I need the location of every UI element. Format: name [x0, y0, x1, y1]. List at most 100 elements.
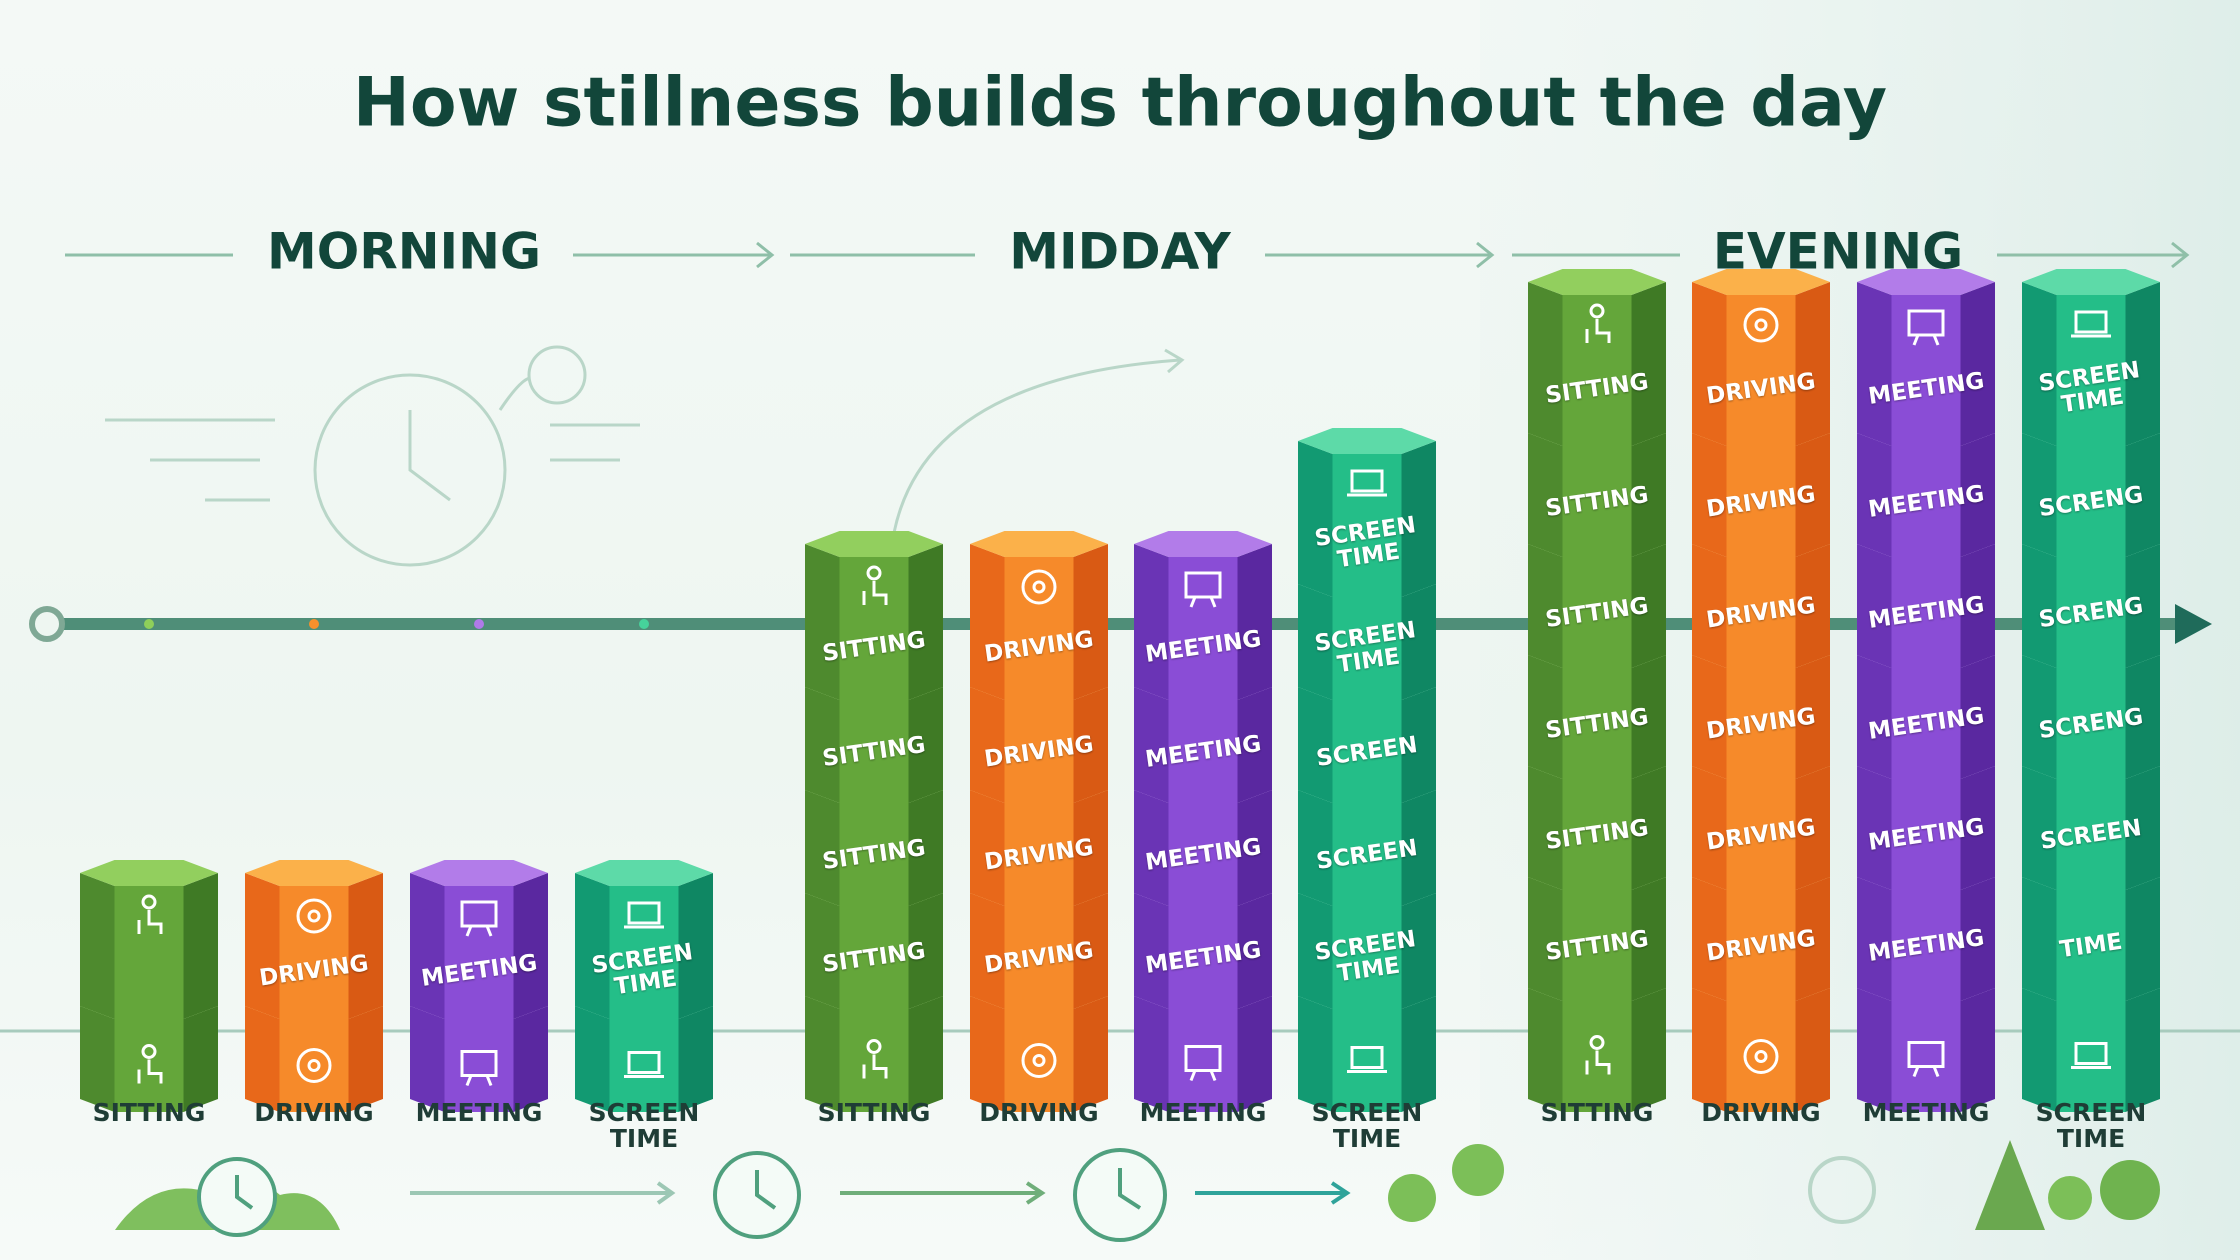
block-right — [1631, 766, 1666, 890]
block-right — [1795, 988, 1830, 1112]
timeline-dot — [309, 619, 319, 629]
block-stack — [970, 531, 1108, 1112]
block-right — [1073, 687, 1108, 803]
column-label: SCREEN TIME — [1311, 1098, 1423, 1154]
icon — [1743, 1039, 1779, 1074]
block-left — [805, 687, 840, 803]
block-right — [348, 873, 383, 1019]
icon — [296, 1048, 332, 1083]
block-front — [1168, 803, 1238, 906]
block-right — [513, 1006, 548, 1112]
block-left — [1528, 988, 1563, 1112]
block-left — [1298, 996, 1333, 1112]
block-front — [2056, 446, 2126, 557]
icon — [141, 894, 157, 910]
block-right — [1631, 877, 1666, 1001]
block-front — [1562, 295, 1632, 446]
column-label: MEETING — [1139, 1098, 1267, 1127]
column-label: SITTING — [1540, 1098, 1654, 1127]
block-front — [1562, 890, 1632, 1001]
icon — [862, 581, 888, 605]
block-top — [970, 531, 1108, 557]
block-right — [513, 873, 548, 1019]
block-right — [2125, 988, 2160, 1112]
block-stack — [1692, 269, 1830, 1112]
block-right — [1073, 893, 1108, 1009]
column-label: MEETING — [1862, 1098, 1990, 1127]
block-stack — [1134, 531, 1272, 1112]
block-front — [1562, 668, 1632, 779]
icon — [627, 1051, 661, 1074]
icon — [1589, 1035, 1605, 1050]
block-front — [1891, 557, 1961, 668]
block-right — [1960, 655, 1995, 779]
icon — [1912, 334, 1940, 346]
block-top — [2022, 269, 2160, 295]
icon — [1754, 318, 1768, 332]
block-front — [839, 803, 909, 906]
block-right — [1401, 996, 1436, 1112]
icon — [1912, 1065, 1940, 1078]
block-right — [348, 1006, 383, 1112]
period-arrows — [65, 241, 2190, 269]
block-left — [805, 790, 840, 906]
block-right — [908, 687, 943, 803]
block-left — [575, 873, 610, 1019]
block-right — [1795, 433, 1830, 557]
block-front — [839, 700, 909, 803]
block-left — [1857, 988, 1892, 1112]
block-top — [1692, 269, 1830, 295]
icon — [141, 1044, 157, 1059]
block-left — [1298, 584, 1333, 700]
block-left — [1857, 877, 1892, 1001]
block-right — [1401, 790, 1436, 906]
block-right — [1401, 893, 1436, 1009]
period-name: MORNING — [267, 223, 541, 281]
icon — [1021, 569, 1057, 605]
block-front — [1332, 1009, 1402, 1112]
block-left — [1134, 996, 1169, 1112]
block-front — [1168, 557, 1238, 700]
block-front — [1726, 779, 1796, 890]
block-right — [908, 544, 943, 700]
block-left — [245, 873, 280, 1019]
block-front — [2056, 295, 2126, 446]
icon — [1189, 596, 1217, 608]
block-left — [970, 544, 1005, 700]
block-stack — [80, 860, 218, 1112]
block-right — [1401, 584, 1436, 700]
icon — [1585, 1050, 1611, 1075]
block-left — [1298, 687, 1333, 803]
block-stack — [1298, 428, 1436, 1112]
block-left — [1857, 433, 1892, 557]
icon — [862, 1054, 888, 1079]
icon — [866, 565, 882, 581]
icon — [1743, 307, 1779, 343]
block-left — [970, 996, 1005, 1112]
block-left — [970, 893, 1005, 1009]
block-left — [1134, 687, 1169, 803]
block-top — [410, 860, 548, 886]
block-front — [1891, 890, 1961, 1001]
block-front — [1891, 779, 1961, 890]
block-right — [1960, 433, 1995, 557]
block-front — [2056, 779, 2126, 890]
column-label: SCREEN TIME — [2035, 1098, 2147, 1154]
block-right — [1960, 282, 1995, 446]
block-left — [1692, 544, 1727, 668]
icon — [1350, 469, 1384, 493]
block-right — [678, 1006, 713, 1112]
icon — [307, 909, 321, 923]
block-front — [1726, 557, 1796, 668]
column-label: DRIVING — [979, 1098, 1099, 1127]
block-left — [1692, 282, 1727, 446]
block-left — [805, 893, 840, 1009]
block-right — [183, 1006, 218, 1112]
block-right — [2125, 544, 2160, 668]
block-left — [2022, 282, 2057, 446]
block-left — [80, 873, 115, 1019]
column-label: SITTING — [817, 1098, 931, 1127]
block-left — [1692, 988, 1727, 1112]
